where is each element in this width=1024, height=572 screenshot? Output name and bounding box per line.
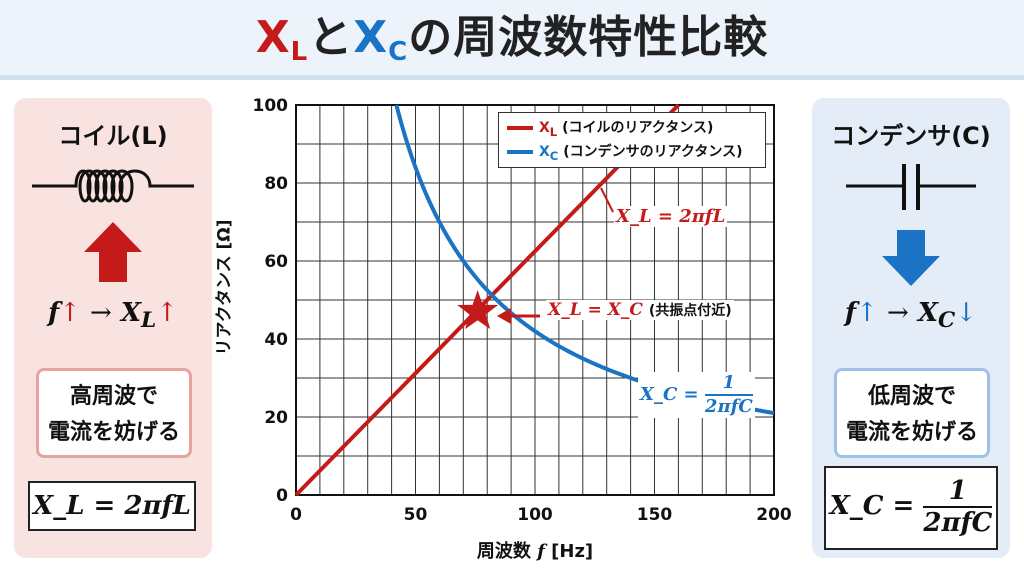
title-bar xyxy=(0,0,1024,80)
chart-x-axis-label: 周波数 f [Hz] xyxy=(476,541,594,562)
legend-item-xc: XC (コンデンサのリアクタンス) xyxy=(507,141,743,163)
capacitor-note: 低周波で 電流を妨げる xyxy=(834,368,990,458)
y-tick-label: 40 xyxy=(264,330,288,350)
capacitor-panel-title: コンデンサ(C) xyxy=(831,122,991,150)
capacitor-note-line1: 低周波で xyxy=(867,384,956,409)
xc-formula-annotation: X_C = 1 2πfC xyxy=(638,372,755,418)
capacitor-formula: X_C = 1 2πfC xyxy=(824,466,998,550)
inductor-panel-title: コイル(L) xyxy=(58,122,168,150)
x-tick-label: 100 xyxy=(517,505,553,525)
resonance-star-icon xyxy=(457,290,499,330)
capacitor-note-line2: 電流を妨げる xyxy=(845,420,978,445)
resonance-annotation: X_L = X_C (共振点付近) xyxy=(546,300,734,320)
title-rest: の周波数特性比較 xyxy=(408,12,769,63)
title-connector: と xyxy=(308,12,354,63)
arrow-down-icon xyxy=(882,230,940,286)
x-tick-label: 150 xyxy=(637,505,673,525)
xl-annotation-pointer xyxy=(600,187,614,213)
x-tick-label: 50 xyxy=(404,505,428,525)
y-tick-label: 20 xyxy=(264,408,288,428)
capacitor-relation: f↑ → XC↓ xyxy=(844,298,978,334)
inductor-note-line1: 高周波で xyxy=(69,384,158,409)
plot-frame xyxy=(295,104,775,496)
arrow-up-icon xyxy=(84,222,142,282)
y-tick-label: 60 xyxy=(264,252,288,272)
capacitor-formula-fraction: 1 2πfC xyxy=(923,476,993,538)
chart-legend: XL (コイルのリアクタンス) XC (コンデンサのリアクタンス) xyxy=(498,112,766,168)
capacitor-symbol-icon xyxy=(846,164,976,286)
y-tick-label: 100 xyxy=(253,96,289,116)
chart-markers xyxy=(457,187,614,330)
resonance-arrow-head-icon xyxy=(497,308,511,324)
title-xl: XL xyxy=(255,12,309,67)
y-tick-label: 0 xyxy=(276,486,288,506)
capacitor-formula-lhs: X_C = xyxy=(829,491,915,521)
inductor-note: 高周波で 電流を妨げる xyxy=(36,368,192,458)
inductor-symbol-icon xyxy=(32,169,194,282)
title-xc: XC xyxy=(353,12,409,67)
capacitor-panel: コンデンサ(C) f↑ → XC↓ 低周波で 電流を妨げる X_C = 1 2π… xyxy=(812,98,1010,558)
y-tick-label: 80 xyxy=(264,174,288,194)
inductor-note-line2: 電流を妨げる xyxy=(47,420,180,445)
x-tick-label: 200 xyxy=(756,505,792,525)
inductor-formula: X_L = 2πfL xyxy=(28,481,196,531)
chart-ticks: 0 50 100 150 200 0 20 40 60 80 100 xyxy=(253,96,792,525)
page-title: XLとXCの周波数特性比較 xyxy=(0,6,1024,84)
x-tick-label: 0 xyxy=(290,505,302,525)
inductor-relation: f↑ → XL↑ xyxy=(47,298,179,334)
inductor-panel: コイル(L) f↑ → XL↑ 高周波で 電流を妨げる X_L = 2πfL xyxy=(14,98,212,558)
chart-y-axis-label: リアクタンス [Ω] xyxy=(214,219,235,356)
legend-item-xl: XL (コイルのリアクタンス) xyxy=(507,117,713,139)
xl-formula-annotation: X_L = 2πfL xyxy=(614,206,728,227)
